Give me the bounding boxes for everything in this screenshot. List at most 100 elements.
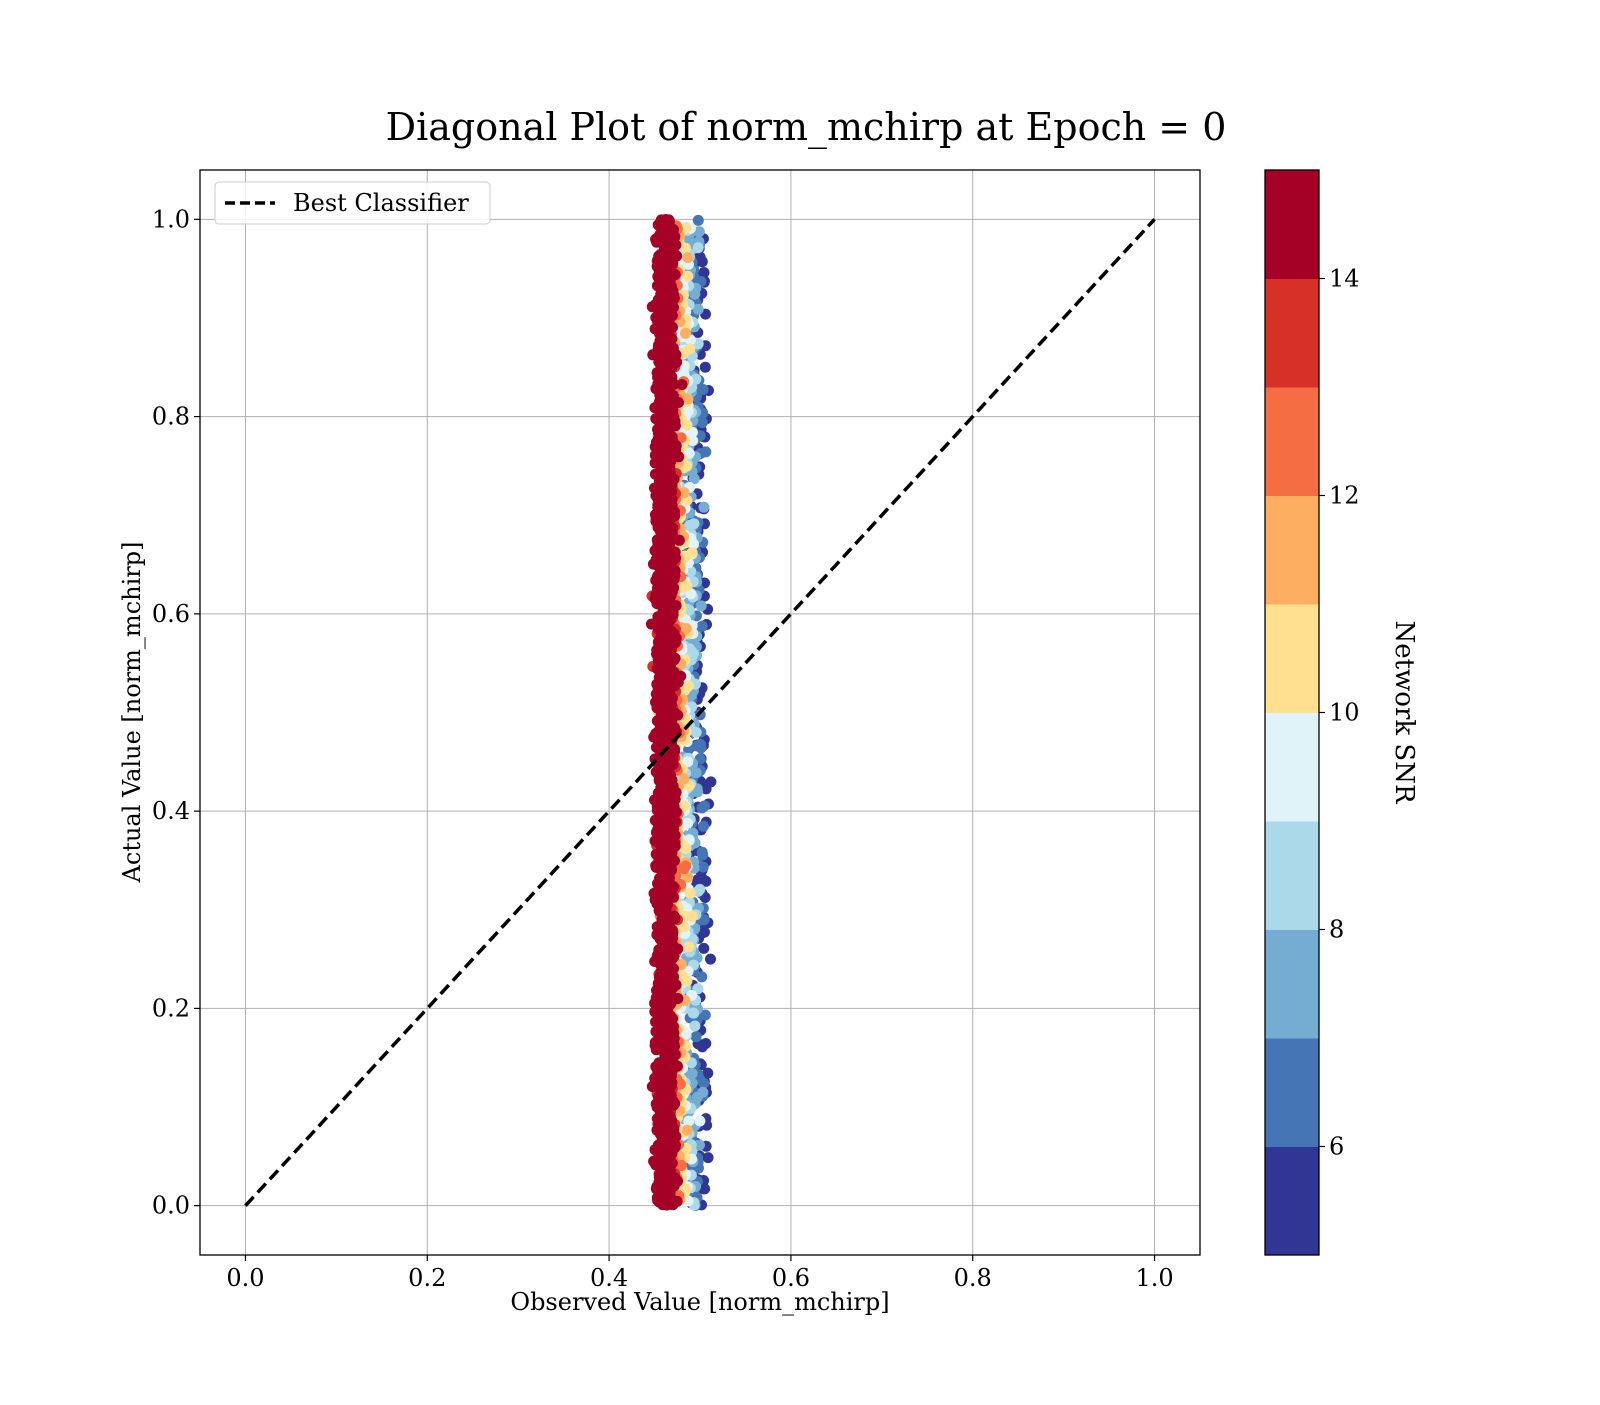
scatter-point <box>688 1007 700 1019</box>
plot-frame <box>199 169 1201 1256</box>
scatter-point <box>655 368 666 380</box>
scatter-point <box>652 824 664 836</box>
scatter-point <box>670 600 682 612</box>
scatter-point <box>661 792 673 804</box>
scatter-point <box>665 998 676 1010</box>
scatter-point <box>655 266 667 278</box>
colorbar-segment <box>1265 604 1319 713</box>
scatter-point <box>665 506 677 518</box>
scatter-point <box>681 975 693 987</box>
y-axis-label: Actual Value [norm_mchirp] <box>118 542 146 884</box>
scatter-point <box>666 553 678 565</box>
scatter-point <box>678 773 690 785</box>
scatter-point <box>656 1175 668 1187</box>
scatter-point <box>690 767 702 779</box>
colorbar-segment <box>1265 278 1319 388</box>
scatter-point <box>653 663 665 675</box>
scatter-point <box>690 1031 702 1043</box>
scatter-point <box>656 349 668 361</box>
scatter-point <box>699 1009 711 1021</box>
scatter-point <box>697 820 709 832</box>
scatter-point <box>680 1183 692 1195</box>
scatter-point <box>692 303 704 315</box>
scatter-point <box>663 750 675 762</box>
scatter-point <box>692 214 704 226</box>
scatter-point <box>699 1183 711 1195</box>
scatter-point <box>663 607 675 619</box>
scatter-point <box>698 1077 710 1089</box>
scatter-point <box>684 887 696 899</box>
scatter-point <box>658 312 670 324</box>
x-tick-label: 0.8 <box>954 1264 992 1292</box>
scatter-point <box>683 233 695 245</box>
scatter-point <box>678 800 690 812</box>
scatter-point <box>655 256 667 268</box>
scatter-point <box>694 1139 705 1151</box>
scatter-point <box>662 287 674 298</box>
scatter-point <box>682 393 694 405</box>
scatter-point <box>655 762 667 774</box>
legend: Best Classifier <box>214 181 491 225</box>
colorbar-segment <box>1265 387 1319 496</box>
x-tick-label: 0.6 <box>772 1264 810 1292</box>
scatter-point <box>659 978 671 990</box>
scatter-point <box>683 941 695 953</box>
scatter-point <box>666 479 678 491</box>
colorbar-segment <box>1265 712 1319 822</box>
scatter-point <box>696 846 708 858</box>
scatter-point <box>698 942 710 954</box>
scatter-point <box>682 270 694 282</box>
scatter-point <box>662 494 673 506</box>
scatter-point <box>656 965 668 977</box>
y-tick-label: 0.6 <box>152 600 190 628</box>
colorbar-tick-label: 8 <box>1329 916 1344 944</box>
scatter-point <box>656 917 668 928</box>
scatter-point <box>687 435 699 447</box>
scatter-point <box>663 1046 675 1058</box>
scatter-point <box>693 226 705 238</box>
scatter-point <box>666 774 678 786</box>
scatter-point <box>655 635 667 647</box>
scatter-point <box>680 242 691 254</box>
scatter-point <box>696 802 708 814</box>
scatter-point <box>653 518 665 530</box>
x-tick-label: 0.2 <box>408 1264 446 1292</box>
scatter-point <box>694 1115 706 1127</box>
scatter-point <box>680 222 692 234</box>
scatter-point <box>657 557 669 569</box>
scatter-point <box>696 417 708 429</box>
best-classifier-line <box>244 218 1156 1207</box>
axis-ticks: 0.0 0.2 0.4 0.6 0.8 1.0 0.0 0.2 0.4 0.6 0.8 1.0 <box>152 205 1174 1292</box>
scatter-point <box>657 408 669 420</box>
scatter-point <box>661 727 673 738</box>
scatter-point <box>669 829 681 841</box>
scatter-point <box>661 955 673 967</box>
colorbar-segment <box>1265 1146 1319 1256</box>
scatter-point <box>668 910 680 922</box>
scatter-point <box>657 679 669 691</box>
scatter-point <box>699 361 711 373</box>
x-axis-label: Observed Value [norm_mchirp] <box>510 1288 889 1316</box>
y-tick-label: 0.2 <box>152 994 190 1022</box>
scatter-points <box>645 214 717 1211</box>
scatter-point <box>684 343 696 355</box>
x-tick-label: 0.0 <box>226 1264 264 1292</box>
scatter-point <box>682 817 694 829</box>
scatter-point <box>698 501 710 513</box>
scatter-point <box>681 1124 693 1136</box>
x-tick-label: 0.4 <box>590 1264 628 1292</box>
x-tick-label: 1.0 <box>1135 1264 1173 1292</box>
scatter-point <box>656 855 668 867</box>
colorbar-segment <box>1265 821 1319 930</box>
scatter-point <box>674 1078 686 1090</box>
scatter-point <box>652 1118 664 1130</box>
best-classifier-line-layer <box>244 218 1156 1207</box>
scatter-point <box>683 1115 695 1127</box>
scatter-point <box>669 840 681 852</box>
scatter-point <box>656 215 668 227</box>
scatter-point <box>658 867 670 879</box>
scatter-point <box>684 519 696 531</box>
scatter-point <box>705 953 716 965</box>
legend-box <box>214 181 491 225</box>
